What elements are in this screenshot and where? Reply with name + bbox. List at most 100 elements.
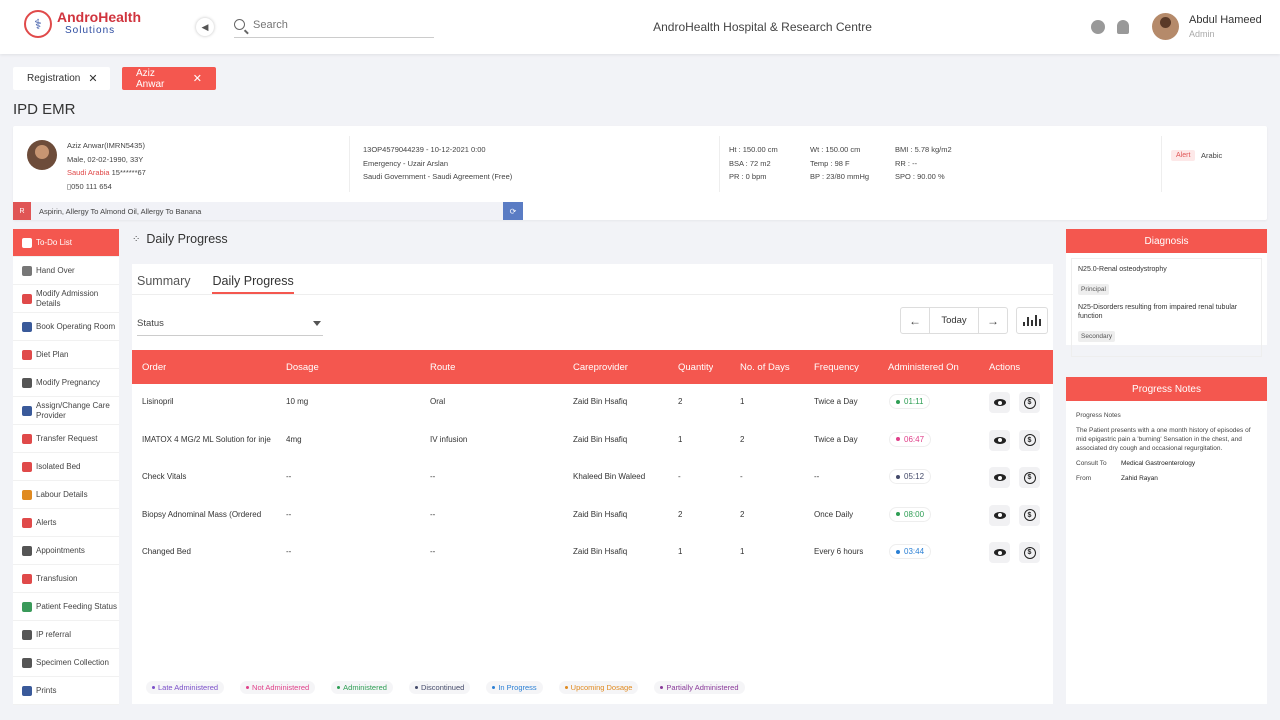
table-row[interactable]: IMATOX 4 MG/2 ML Solution for inje 4mg IV … [132,422,1053,459]
verified-icon[interactable] [1091,20,1105,34]
allergy-edit-icon[interactable]: ⟳ [503,202,523,220]
patient-banner: Aziz Anwar(IMRN5435) Male, 02-02-1990, 3… [13,126,1267,220]
sidebar-item-label: Patient Feeding Status [36,601,117,611]
visit-department: Emergency - Uzair Arslan [363,158,449,168]
care-provider-icon [22,405,32,416]
close-icon[interactable]: ✕ [88,73,98,85]
cell-freq: Twice a Day [814,434,858,444]
bell-icon[interactable] [1117,20,1129,34]
page-title: IPD EMR [13,101,76,118]
section-title-text: Daily Progress [146,232,228,246]
cell-qty: 1 [678,434,683,444]
calendar-icon [22,545,32,556]
cell-freq: Every 6 hours [814,547,864,556]
search-input[interactable] [253,18,423,31]
dots-icon: ⁘ [132,233,141,245]
status-dropdown[interactable]: Status [137,311,323,336]
sidebar-item[interactable]: Patient Feeding Status [13,593,119,621]
col-administered-on[interactable]: Administered On [888,362,959,373]
vital-bsa: BSA : 72 m2 [729,158,771,168]
next-day-button[interactable]: → [987,313,999,328]
print-icon [22,685,32,696]
tab-summary[interactable]: Summary [137,274,191,288]
collapse-sidebar-button[interactable]: ◀ [196,18,214,36]
col-careprovider[interactable]: Careprovider [573,362,628,373]
vital-height: Ht : 150.00 cm [729,145,778,154]
cell-route: -- [430,509,436,519]
app-logo[interactable]: ⚕ AndroHealth Solutions [24,10,141,38]
billing-button[interactable]: $ [1019,504,1040,526]
search-bar[interactable] [234,12,434,38]
sidebar-item-label: Modify Admission Details [36,288,99,308]
tab-label: Aziz Anwar [136,67,165,90]
col-days[interactable]: No. of Days [740,362,790,373]
sidebar-item-label: Appointments [36,545,85,555]
vital-spo: SPO : 90.00 % [895,172,945,181]
tab-registration[interactable]: Registration ✕ [13,67,110,90]
sidebar-item[interactable]: Alerts [13,509,119,537]
col-dosage[interactable]: Dosage [286,362,319,373]
chart-view-button[interactable] [1016,307,1048,334]
billing-button[interactable]: $ [1019,467,1040,488]
sidebar-item-label: Assign/Change Care Provider [36,400,110,420]
billing-button[interactable]: $ [1019,392,1040,413]
billing-button[interactable]: $ [1019,429,1040,451]
sidebar-item[interactable]: IP referral [13,621,119,649]
sidebar-item-label: Specimen Collection [36,657,109,667]
diet-icon [22,349,32,360]
administered-time-badge: 08:00 [889,506,932,522]
patient-id: 15******67 [111,168,146,177]
language-label: Arabic [1201,151,1223,160]
table-row[interactable]: Check Vitals -- -- Khaleed Bin Waleed - - -- 05… [132,459,1053,496]
pregnancy-icon [22,377,32,388]
sidebar-item[interactable]: Prints [13,677,119,705]
diagnosis-tag: Principal [1078,284,1109,295]
sidebar-item[interactable]: Hand Over [13,257,119,285]
table-row[interactable]: Biopsy Adnominal Mass (Ordered -- -- Zaid B… [132,497,1053,534]
sidebar-item[interactable]: Diet Plan [13,341,119,369]
sidebar-item[interactable]: Modify Admission Details [13,285,119,313]
sidebar-item[interactable]: Assign/Change Care Provider [13,397,119,425]
close-icon[interactable]: ✕ [192,73,202,85]
user-info[interactable]: Abdul Hameed Admin [1189,14,1262,39]
view-button[interactable] [989,392,1010,413]
sidebar-item[interactable]: Labour Details [13,481,119,509]
billing-button[interactable]: $ [1019,542,1040,563]
sidebar-item[interactable]: Appointments [13,537,119,565]
today-button[interactable]: Today [929,308,979,333]
view-button[interactable] [989,504,1010,526]
tab-patient[interactable]: Aziz Anwar ✕ [122,67,216,90]
legend-item: Administered [331,681,393,694]
user-avatar[interactable] [1152,13,1179,40]
sidebar-item[interactable]: Transfusion [13,565,119,593]
table-row[interactable]: Changed Bed -- -- Zaid Bin Hsafiq 1 1 Every 6 … [132,534,1053,571]
cell-order: Changed Bed [142,547,191,556]
col-route[interactable]: Route [430,362,456,373]
sidebar-item-label: Transfer Request [36,433,98,443]
col-frequency[interactable]: Frequency [814,362,859,373]
status-legend: Late Administered Not Administered Adminis… [146,681,745,694]
view-button[interactable] [989,429,1010,451]
sidebar-item[interactable]: Book Operating Room [13,313,119,341]
view-button[interactable] [989,467,1010,488]
sidebar-item[interactable]: To-Do List [13,229,119,257]
alert-icon [22,517,32,528]
alert-badge[interactable]: Alert [1171,150,1196,161]
sidebar-item[interactable]: Specimen Collection [13,649,119,677]
sidebar-item-label: Modify Pregnancy [36,377,101,387]
sidebar-item[interactable]: Isolated Bed [13,453,119,481]
sidebar-item[interactable]: Modify Pregnancy [13,369,119,397]
view-button[interactable] [989,542,1010,563]
col-order[interactable]: Order [142,362,167,373]
patient-phone: 050 111 654 [71,181,112,191]
eye-icon [993,474,1006,481]
vital-bmi: BMI : 5.78 kg/m2 [895,145,952,154]
sidebar-item[interactable]: Transfer Request [13,425,119,453]
cell-dosage: 10 mg [286,397,309,406]
table-row[interactable]: Lisinopril 10 mg Oral Zaid Bin Hsafiq 2 1 Twic… [132,384,1053,421]
col-quantity[interactable]: Quantity [678,362,714,373]
patient-nationality: Saudi Arabia [67,168,110,177]
prev-day-button[interactable]: ← [909,313,921,328]
cell-dosage: 4mg [286,434,302,444]
tab-daily-progress[interactable]: Daily Progress [212,274,294,294]
